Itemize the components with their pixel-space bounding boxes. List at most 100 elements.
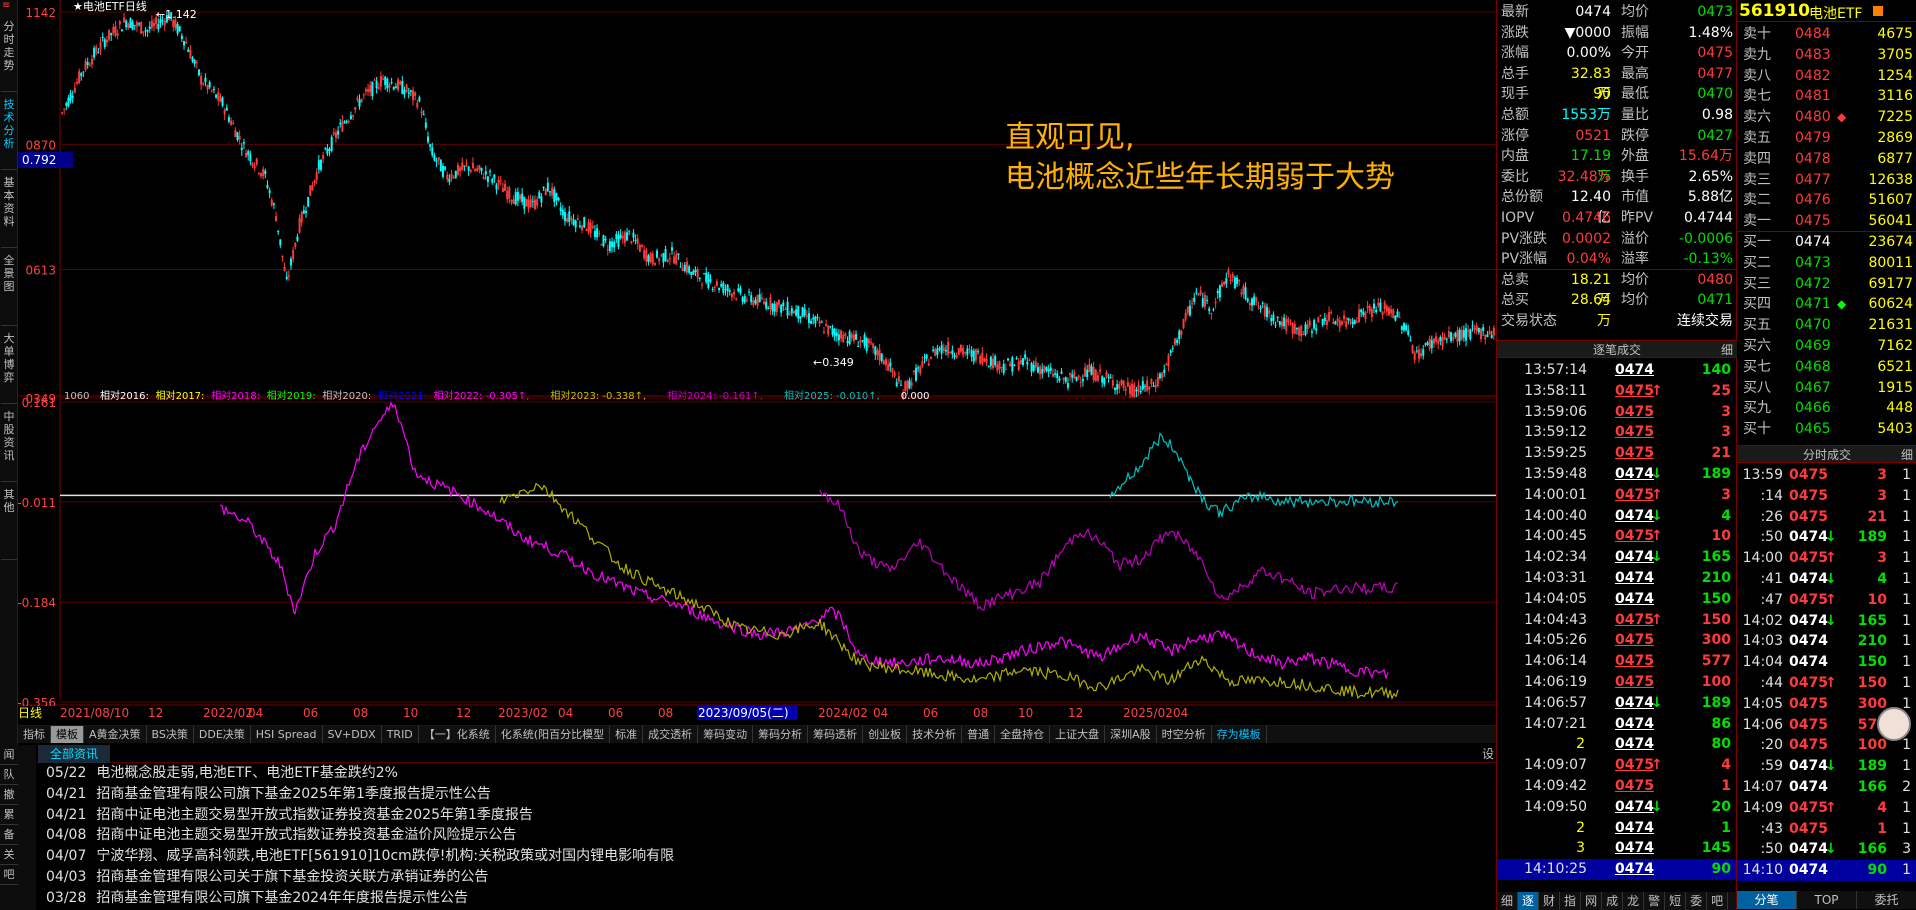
news-settings-button[interactable]: 设 [1481,747,1494,761]
orderbook-row[interactable]: 买八 0467 1915 [1737,378,1916,399]
toolbar-item[interactable]: 筹码透析 [808,726,864,743]
toolbar-item[interactable]: 全盘持仓 [995,726,1051,743]
tick-detail-button[interactable]: 细 [1720,343,1733,357]
tick-bottom-tab[interactable]: 吧 [1707,892,1729,910]
tick-bottom-tab[interactable]: 委 [1686,892,1708,910]
left-tab-6[interactable]: 其他 [1,482,17,560]
minute-bottom-tab[interactable]: 分笔 [1737,891,1797,909]
toolbar-item[interactable]: 指标 [18,726,51,743]
left-tab-5[interactable]: 中股资讯 [1,404,17,482]
tick-bottom-tab[interactable]: 龙 [1623,892,1645,910]
toolbar-item[interactable]: BS决策 [147,726,194,743]
toolbar-item[interactable]: TRID [382,726,419,743]
avatar[interactable] [1877,707,1911,741]
orderbook-row[interactable]: 买四 0471 ◆ 60624 [1737,294,1916,315]
orderbook-row[interactable]: 买六 0469 7162 [1737,336,1916,357]
orderbook-row[interactable]: 卖十 0484 4675 [1737,24,1916,45]
toolbar-item[interactable]: SV+DDX [323,726,382,743]
tick-row[interactable]: 14:00:45 0475 ↑ 10 [1497,526,1737,547]
news-item[interactable]: 04/07 宁波华翔、威孚高科领跌,电池ETF[561910]10cm跌停!机构:… [18,846,1496,867]
tick-row[interactable]: 13:59:25 0475 21 [1497,443,1737,464]
news-side-tab[interactable]: 闻 [0,745,18,765]
news-side-tab[interactable]: 备 [0,825,18,845]
orderbook-row[interactable]: 卖三 0477 12638 [1737,170,1916,191]
tick-bottom-tab[interactable]: 细 [1497,892,1519,910]
tick-row[interactable]: 13:58:11 0475 ↑ 25 [1497,381,1737,402]
minute-row[interactable]: 14:04 0474 150 1 [1737,652,1916,673]
tick-bottom-tab[interactable]: 逐 [1518,892,1540,910]
left-tab-3[interactable]: 全景图 [1,248,17,326]
minute-row[interactable]: :43 0475 1 1 [1737,819,1916,840]
news-side-tab[interactable]: 撤 [0,785,18,805]
toolbar-item[interactable]: 深圳A股 [1105,726,1157,743]
orderbook-row[interactable]: 卖八 0482 1254 [1737,66,1916,87]
toolbar-item[interactable]: A黄金决策 [84,726,147,743]
left-tab-4[interactable]: 大单博弈 [1,326,17,404]
toolbar-item[interactable]: 筹码变动 [698,726,754,743]
news-item[interactable]: 04/08 招商中证电池主题交易型开放式指数证券投资基金溢价风险提示公告 [18,825,1496,846]
tick-bottom-tab[interactable]: 网 [1581,892,1603,910]
minute-row[interactable]: :44 0475 ↑ 150 1 [1737,673,1916,694]
orderbook-row[interactable]: 卖一 0475 56041 [1737,211,1916,232]
toolbar-item[interactable]: DDE决策 [194,726,251,743]
minute-row[interactable]: :14 0475 3 1 [1737,486,1916,507]
news-side-tab[interactable]: 吧 [0,865,18,885]
orderbook-row[interactable]: 卖二 0476 51607 [1737,190,1916,211]
minute-row[interactable]: :26 0475 21 1 [1737,507,1916,528]
toolbar-item[interactable]: 普通 [962,726,996,743]
toolbar-item[interactable]: 存为模板 [1212,726,1267,743]
minute-row[interactable]: :59 0474 ↓ 189 1 [1737,756,1916,777]
tick-bottom-tab[interactable]: 指 [1560,892,1582,910]
tick-row[interactable]: 13:57:14 0474 140 [1497,360,1737,381]
minute-row[interactable]: 14:10 0474 90 1 [1737,860,1916,881]
toolbar-item[interactable]: 标准 [610,726,644,743]
tick-row[interactable]: 14:04:05 0474 150 [1497,589,1737,610]
tick-row[interactable]: 13:59:06 0475 3 [1497,402,1737,423]
tick-row[interactable]: 14:00:01 0475 ↑ 3 [1497,485,1737,506]
minute-detail-button[interactable]: 细 [1900,448,1913,462]
news-item[interactable]: 04/03 招商基金管理有限公司关于旗下基金投资关联方承销证券的公告 [18,867,1496,888]
news-item[interactable]: 03/28 招商基金管理有限公司旗下基金2024年年度报告提示性公告 [18,888,1496,909]
news-side-tab[interactable]: 关 [0,845,18,865]
tick-row[interactable]: 14:03:31 0474 210 [1497,568,1737,589]
orderbook-row[interactable]: 买七 0468 6521 [1737,357,1916,378]
orderbook-row[interactable]: 卖九 0483 3705 [1737,45,1916,66]
orderbook-row[interactable]: 买五 0470 21631 [1737,315,1916,336]
minute-row[interactable]: :20 0475 100 1 [1737,735,1916,756]
news-item[interactable]: 04/21 招商中证电池主题交易型开放式指数证券投资基金2025年第1季度报告 [18,805,1496,826]
tick-row[interactable]: 14:10:25 0474 90 [1497,859,1737,880]
minute-row[interactable]: 14:09 0475 ↑ 4 1 [1737,798,1916,819]
orderbook-row[interactable]: 卖四 0478 6877 [1737,149,1916,170]
tick-bottom-tab[interactable]: 财 [1539,892,1561,910]
left-tab-0[interactable]: 分时走势 [1,14,17,92]
minute-row[interactable]: 14:03 0474 210 1 [1737,631,1916,652]
kline-chart-area[interactable]: 1142 0870 0613 0349 0.792 ★电池ETF日线 ←1.142 ←0.34… [17,0,1496,720]
tick-row[interactable]: 14:09:42 0475 1 [1497,776,1737,797]
toolbar-item[interactable]: 化系统(阳百分比模型 [496,726,611,743]
minute-row[interactable]: 13:59 0475 3 1 [1737,465,1916,486]
toolbar-item[interactable]: 模板 [51,726,84,743]
minute-row[interactable]: 14:07 0474 166 2 [1737,777,1916,798]
tick-bottom-tab[interactable]: 短 [1665,892,1687,910]
toolbar-item[interactable]: 成交透析 [643,726,699,743]
orderbook-row[interactable]: 卖五 0479 2869 [1737,128,1916,149]
minute-row[interactable]: 14:05 0475 300 1 [1737,694,1916,715]
minute-row[interactable]: :50 0474 ↓ 189 1 [1737,527,1916,548]
toolbar-item[interactable]: 上证大盘 [1050,726,1106,743]
toolbar-item[interactable]: 【一】化系统 [419,726,496,743]
minute-row[interactable]: :41 0474 ↓ 4 1 [1737,569,1916,590]
tick-row[interactable]: 14:06:14 0475 577 [1497,651,1737,672]
left-tab-1[interactable]: 技术分析 [1,92,17,170]
minute-row[interactable]: :47 0475 ↑ 10 1 [1737,590,1916,611]
news-item[interactable]: 05/22 电池概念股走弱,电池ETF、电池ETF基金跌约2% [18,763,1496,784]
orderbook-row[interactable]: 卖七 0481 3116 [1737,86,1916,107]
minute-bottom-tab[interactable]: TOP [1797,891,1857,909]
tick-row[interactable]: 13:59:48 0474 ↓ 189 [1497,464,1737,485]
left-tab-2[interactable]: 基本资料 [1,170,17,248]
tick-bottom-tab[interactable]: 警 [1644,892,1666,910]
news-side-tab[interactable]: 累 [0,805,18,825]
tick-bottom-tab[interactable]: 成 [1602,892,1624,910]
orderbook-row[interactable]: 买十 0465 5403 [1737,419,1916,440]
minute-row[interactable]: 14:00 0475 ↑ 3 1 [1737,548,1916,569]
tick-row[interactable]: 2 0474 1 [1497,818,1737,839]
